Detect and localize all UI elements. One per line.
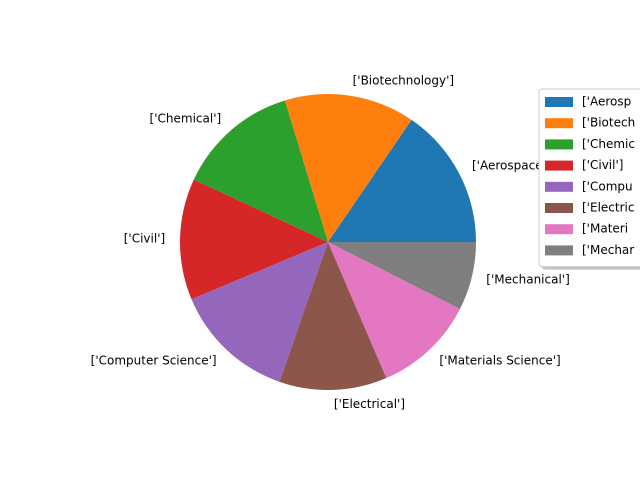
pie-label-materials-science: ['Materials Science'] xyxy=(439,353,560,367)
pie-slice-materials-science xyxy=(328,242,460,378)
legend-label-aerospace: ['Aerosp xyxy=(582,95,631,109)
pie-slice-chemical xyxy=(193,100,328,242)
pie-label-aerospace: ['Aerospace'] xyxy=(472,159,551,173)
pie-slice-computer-science xyxy=(191,242,328,382)
legend-label-materials-science: ['Materi xyxy=(582,222,628,236)
legend-swatch-materials-science xyxy=(545,224,573,235)
legend-label-electrical: ['Electric xyxy=(582,201,634,215)
legend-swatch-chemical xyxy=(545,139,573,150)
pie-slice-mechanical xyxy=(328,242,476,309)
legend-swatch-aerospace xyxy=(545,97,573,107)
legend-label-civil: ['Civil'] xyxy=(582,158,623,172)
pie-label-civil: ['Civil'] xyxy=(124,231,165,245)
pie-slices xyxy=(180,94,476,390)
legend-label-computer-science: ['Compu xyxy=(582,179,633,193)
pie-slice-aerospace xyxy=(328,119,476,242)
legend: ['Aerosp ['Biotech ['Chemic ['Civil'] ['Comp… xyxy=(538,88,640,270)
legend-label-biotechnology: ['Biotech xyxy=(582,116,635,130)
pie-label-chemical: ['Chemical'] xyxy=(150,112,222,126)
legend-box xyxy=(538,88,640,268)
pie-label-electrical: ['Electrical'] xyxy=(334,397,405,411)
legend-swatch-mechanical xyxy=(545,245,573,256)
pie-slice-electrical xyxy=(279,242,387,390)
pie-label-mechanical: ['Mechanical'] xyxy=(486,272,569,286)
legend-label-mechanical: ['Mechar xyxy=(582,243,634,257)
legend-swatch-civil xyxy=(545,160,573,171)
pie-slice-biotechnology xyxy=(284,94,412,242)
pie-label-biotechnology: ['Biotechnology'] xyxy=(353,74,455,88)
legend-swatch-computer-science xyxy=(545,181,573,192)
legend-swatch-biotechnology xyxy=(545,118,573,129)
pie-slice-civil xyxy=(180,179,328,300)
legend-label-chemical: ['Chemic xyxy=(582,137,635,151)
pie-labels: ['Aerospace'] ['Biotechnology'] ['Chemical… xyxy=(91,74,570,412)
legend-swatch-electrical xyxy=(545,203,573,213)
pie-label-computer-science: ['Computer Science'] xyxy=(91,353,217,367)
